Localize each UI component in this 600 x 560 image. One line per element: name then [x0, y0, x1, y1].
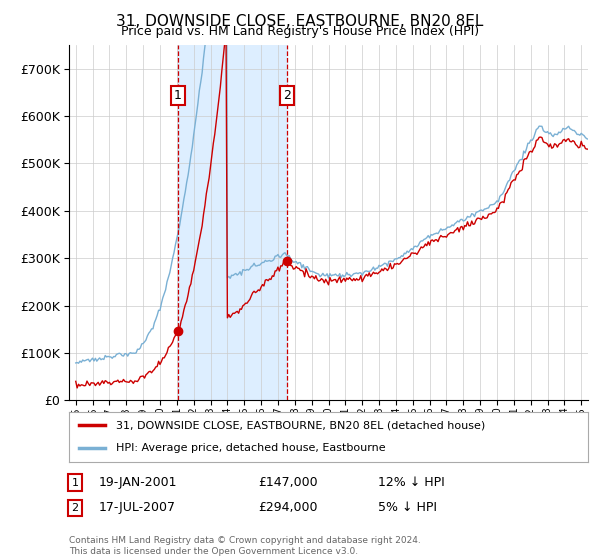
Text: 12% ↓ HPI: 12% ↓ HPI [378, 476, 445, 489]
Text: Contains HM Land Registry data © Crown copyright and database right 2024.
This d: Contains HM Land Registry data © Crown c… [69, 536, 421, 556]
Text: 2: 2 [71, 503, 79, 513]
Text: 31, DOWNSIDE CLOSE, EASTBOURNE, BN20 8EL (detached house): 31, DOWNSIDE CLOSE, EASTBOURNE, BN20 8EL… [116, 420, 485, 430]
Text: 1: 1 [174, 89, 182, 102]
Bar [178, 45, 287, 400]
Text: HPI: Average price, detached house, Eastbourne: HPI: Average price, detached house, East… [116, 443, 385, 453]
Text: £147,000: £147,000 [258, 476, 317, 489]
Text: 31, DOWNSIDE CLOSE, EASTBOURNE, BN20 8EL: 31, DOWNSIDE CLOSE, EASTBOURNE, BN20 8EL [116, 14, 484, 29]
Text: Price paid vs. HM Land Registry's House Price Index (HPI): Price paid vs. HM Land Registry's House … [121, 25, 479, 38]
Text: 19-JAN-2001: 19-JAN-2001 [99, 476, 178, 489]
Text: 1: 1 [71, 478, 79, 488]
Text: £294,000: £294,000 [258, 501, 317, 515]
Text: 5% ↓ HPI: 5% ↓ HPI [378, 501, 437, 515]
Text: 2: 2 [283, 89, 291, 102]
Text: 17-JUL-2007: 17-JUL-2007 [99, 501, 176, 515]
